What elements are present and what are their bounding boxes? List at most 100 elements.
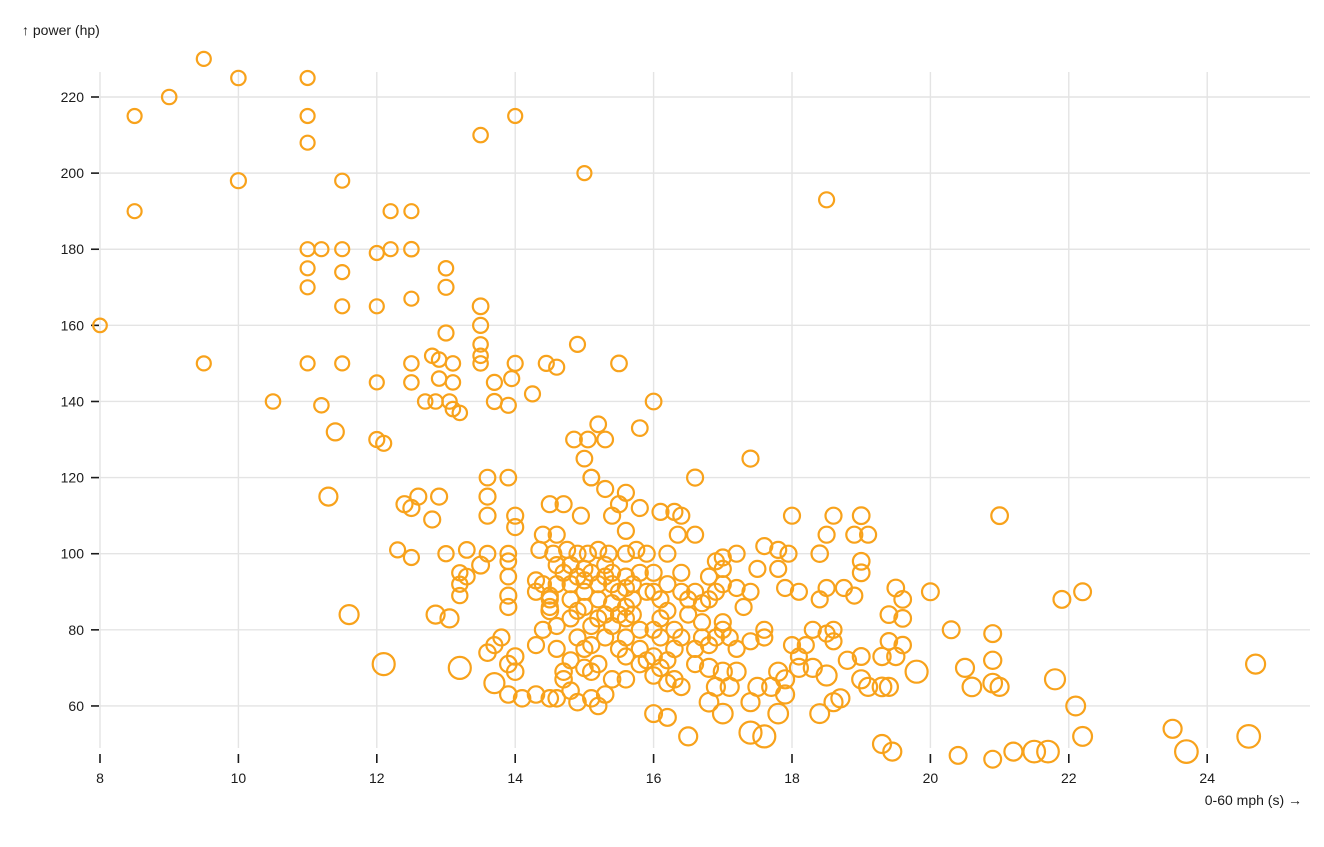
- data-point-circle: [711, 702, 734, 725]
- data-point-circle: [437, 278, 455, 296]
- data-point-circle: [382, 241, 399, 258]
- data-point-circle: [774, 684, 796, 705]
- data-point-circle: [571, 506, 591, 525]
- data-point-circle: [782, 506, 802, 525]
- data-point-circle: [616, 521, 636, 541]
- data-point-circle: [1065, 695, 1087, 717]
- data-point-circle: [720, 628, 739, 647]
- data-point-circle: [672, 506, 691, 525]
- data-point-circle: [644, 704, 664, 724]
- data-point-circle: [402, 548, 420, 567]
- data-point-circle: [851, 669, 872, 690]
- data-point-circle: [506, 517, 525, 537]
- data-point-circle: [713, 559, 732, 579]
- y-tick-label: 140: [61, 393, 85, 409]
- data-point-circle: [478, 506, 497, 525]
- data-point-circle: [810, 590, 829, 609]
- data-point-circle: [602, 563, 622, 582]
- data-point-circle: [472, 316, 490, 334]
- data-point-circle: [478, 468, 497, 487]
- data-point-circle: [506, 506, 525, 525]
- data-point-circle: [630, 563, 649, 582]
- data-point-circle: [299, 69, 316, 87]
- data-point-circle: [334, 172, 351, 189]
- data-point-circle: [630, 620, 649, 639]
- data-point-circle: [92, 317, 108, 334]
- data-point-circle: [437, 545, 455, 563]
- data-point-circle: [498, 685, 518, 704]
- data-point-circle: [1162, 718, 1183, 739]
- data-point-circle: [299, 355, 316, 372]
- data-point-circle: [774, 669, 796, 690]
- data-point-circle: [678, 726, 699, 747]
- y-tick-label: 200: [61, 165, 85, 181]
- data-point-circle: [582, 616, 601, 636]
- data-point-circle: [478, 643, 497, 662]
- data-point-circle: [439, 608, 460, 629]
- data-point-circle: [893, 609, 913, 628]
- data-point-circle: [817, 191, 836, 209]
- data-point-circle: [954, 657, 976, 679]
- data-point-circle: [692, 613, 712, 632]
- data-point-circle: [472, 126, 489, 144]
- data-point-circle: [845, 586, 864, 605]
- data-point-circle: [851, 563, 871, 583]
- x-axis-title: 0-60 mph (s) →: [1204, 792, 1302, 808]
- data-point-circle: [941, 620, 961, 640]
- data-point-circle: [561, 609, 580, 628]
- data-point-circle: [299, 107, 316, 125]
- data-point-circle: [1036, 739, 1060, 764]
- data-point-circle: [540, 590, 559, 609]
- y-tick-label: 220: [61, 89, 85, 105]
- data-point-circle: [499, 597, 518, 617]
- data-point-circle: [409, 487, 428, 506]
- data-point-circle: [526, 635, 546, 655]
- data-point-circle: [540, 688, 560, 708]
- data-point-circle: [313, 396, 330, 414]
- data-point-circle: [457, 541, 476, 559]
- data-point-circle: [575, 597, 594, 617]
- data-point-circle: [441, 393, 458, 410]
- dots: [92, 50, 1267, 769]
- data-point-circle: [893, 590, 913, 609]
- x-tick-label: 20: [923, 770, 939, 786]
- data-point-circle: [990, 506, 1009, 526]
- data-point-circle: [503, 370, 521, 388]
- data-point-circle: [334, 298, 351, 315]
- data-point-circle: [858, 525, 878, 544]
- data-point-circle: [809, 703, 831, 725]
- data-point-circle: [1244, 653, 1267, 675]
- data-point-circle: [623, 605, 642, 624]
- data-point-circle: [672, 563, 691, 582]
- data-point-circle: [579, 430, 597, 449]
- x-tick-label: 16: [646, 770, 662, 786]
- data-point-circle: [264, 393, 282, 410]
- data-point-circle: [1173, 739, 1199, 764]
- data-point-circle: [425, 604, 446, 625]
- y-tick-label: 120: [61, 470, 85, 486]
- data-point-circle: [126, 203, 143, 220]
- data-point-circle: [537, 354, 555, 372]
- data-point-circle: [160, 88, 178, 106]
- data-point-circle: [671, 677, 691, 697]
- y-tick-label: 80: [68, 622, 84, 638]
- data-point-circle: [554, 563, 573, 582]
- y-tick-label: 180: [61, 241, 85, 257]
- data-point-circle: [472, 347, 489, 365]
- data-point-circle: [596, 479, 615, 499]
- data-point-circle: [616, 544, 636, 563]
- data-point-circle: [1052, 589, 1072, 609]
- x-tick-label: 14: [507, 770, 523, 786]
- data-point-circle: [948, 745, 968, 765]
- data-point-circle: [602, 669, 622, 689]
- data-point-circle: [815, 664, 838, 687]
- data-point-circle: [851, 551, 871, 571]
- data-point-circle: [698, 657, 720, 679]
- data-point-circle: [1073, 582, 1093, 602]
- data-point-circle: [851, 506, 871, 526]
- data-point-circle: [403, 203, 420, 220]
- data-point-circle: [299, 279, 316, 296]
- data-point-circle: [499, 468, 518, 487]
- x-tick-label: 24: [1199, 770, 1215, 786]
